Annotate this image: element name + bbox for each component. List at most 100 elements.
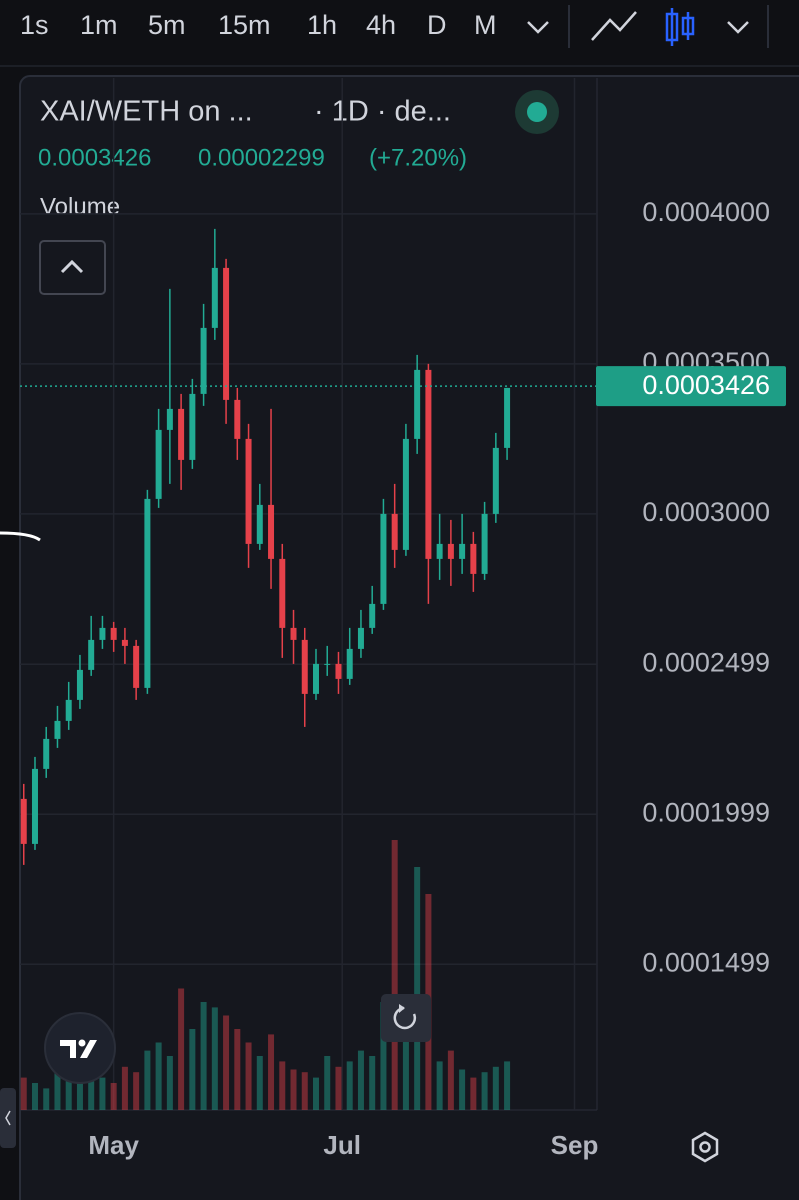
x-tick-label: Sep	[551, 1130, 599, 1160]
header-change-pct: (+7.20%)	[369, 144, 467, 171]
interval-button[interactable]: 5m	[148, 10, 186, 40]
settings-icon-center	[699, 1141, 711, 1153]
candle-body	[166, 408, 173, 430]
candle-body	[110, 627, 117, 640]
candle-body	[256, 504, 263, 544]
x-tick-label: Jul	[323, 1130, 361, 1160]
interval-button[interactable]: D	[427, 10, 447, 40]
interval-button[interactable]: 1s	[20, 10, 49, 40]
volume-bar	[447, 1050, 454, 1110]
side-tab-arrow	[5, 1110, 11, 1126]
volume-bar	[110, 1083, 117, 1110]
volume-bar	[312, 1077, 319, 1110]
volume-bar	[380, 1002, 387, 1110]
volume-bar	[189, 1029, 196, 1110]
candle-body	[31, 768, 38, 844]
candle-body	[369, 603, 376, 628]
volume-bar	[357, 1050, 364, 1110]
candle-body	[459, 543, 466, 559]
x-tick-label: May	[88, 1130, 139, 1160]
candle-body	[414, 369, 421, 439]
candle-body	[324, 663, 331, 665]
symbol-title: XAI/WETH on ...	[40, 96, 253, 128]
candle-body	[436, 543, 443, 559]
candle-body	[380, 513, 387, 604]
volume-bar	[121, 1066, 128, 1110]
volume-bar	[414, 867, 421, 1110]
candle-body	[470, 543, 477, 574]
candle-body	[335, 663, 342, 679]
candle-body	[88, 639, 95, 670]
y-tick-label: 0.0004000	[642, 197, 770, 227]
volume-bar	[335, 1066, 342, 1110]
collapse-icon	[60, 259, 84, 274]
volume-bar	[200, 1002, 207, 1110]
candle-body	[155, 429, 162, 499]
volume-bar	[99, 1077, 106, 1110]
reset-button[interactable]	[381, 994, 431, 1042]
interval-button[interactable]: M	[474, 10, 497, 40]
volume-bar	[459, 1069, 466, 1110]
volume-bar	[20, 1077, 27, 1110]
volume-bar	[481, 1072, 488, 1110]
candle-body	[425, 369, 432, 559]
candle-body	[312, 663, 319, 694]
candle-body	[234, 399, 241, 439]
chart-type-dropdown[interactable]	[727, 21, 749, 34]
volume-bar	[279, 1061, 286, 1110]
logo-mark	[60, 1040, 97, 1058]
candle-body	[43, 738, 50, 769]
chart-panel	[19, 75, 799, 1200]
volume-bar	[470, 1077, 477, 1110]
candle-body	[20, 798, 27, 844]
volume-bar	[504, 1061, 511, 1110]
logo[interactable]	[44, 1012, 116, 1084]
last-price-tag	[596, 366, 786, 407]
volume-bar	[346, 1061, 353, 1110]
candle-body	[357, 627, 364, 649]
interval-button[interactable]: 1m	[80, 10, 118, 40]
y-tick-label: 0.0001499	[642, 947, 770, 977]
interval-dropdown[interactable]	[527, 21, 549, 34]
volume-label: Volume	[40, 193, 120, 220]
line-chart-icon[interactable]	[591, 11, 637, 41]
volume-bar	[402, 1029, 409, 1110]
symbol-subtitle: · 1D · de...	[314, 96, 451, 128]
volume-bar	[245, 1042, 252, 1110]
candle-body	[178, 408, 185, 460]
volume-bar	[155, 1042, 162, 1110]
reset-icon	[393, 1006, 417, 1030]
side-tab[interactable]	[0, 1088, 16, 1148]
candle-body	[211, 267, 218, 328]
volume-bar	[133, 1072, 140, 1110]
candle-body	[279, 558, 286, 628]
volume-bar	[178, 988, 185, 1110]
last-price-label: 0.0003426	[642, 370, 770, 400]
volume-bar	[256, 1056, 263, 1110]
candle-body	[133, 645, 140, 688]
candle-body	[189, 393, 196, 460]
edge-mark	[0, 531, 41, 542]
interval-button[interactable]: 4h	[366, 10, 396, 40]
volume-bar	[31, 1083, 38, 1110]
candle-body	[99, 627, 106, 640]
reset-icon-arrow	[399, 1004, 405, 1013]
collapse-button[interactable]	[39, 240, 106, 295]
candle-body	[402, 438, 409, 550]
y-tick-label: 0.0002499	[642, 647, 770, 677]
candle-body	[76, 669, 83, 700]
candle-body	[481, 513, 488, 574]
settings-icon[interactable]	[691, 1131, 719, 1163]
volume-bar	[391, 840, 398, 1110]
interval-button[interactable]: 15m	[218, 10, 271, 40]
volume-bar	[492, 1066, 499, 1110]
candle-chart-icon[interactable]	[665, 8, 695, 46]
volume-bar	[43, 1088, 50, 1110]
candle-body	[223, 267, 230, 400]
candle-body	[391, 513, 398, 550]
volume-bar	[369, 1056, 376, 1110]
volume-bar	[65, 1072, 72, 1110]
interval-button[interactable]: 1h	[307, 10, 337, 40]
market-status-dot	[527, 102, 547, 122]
